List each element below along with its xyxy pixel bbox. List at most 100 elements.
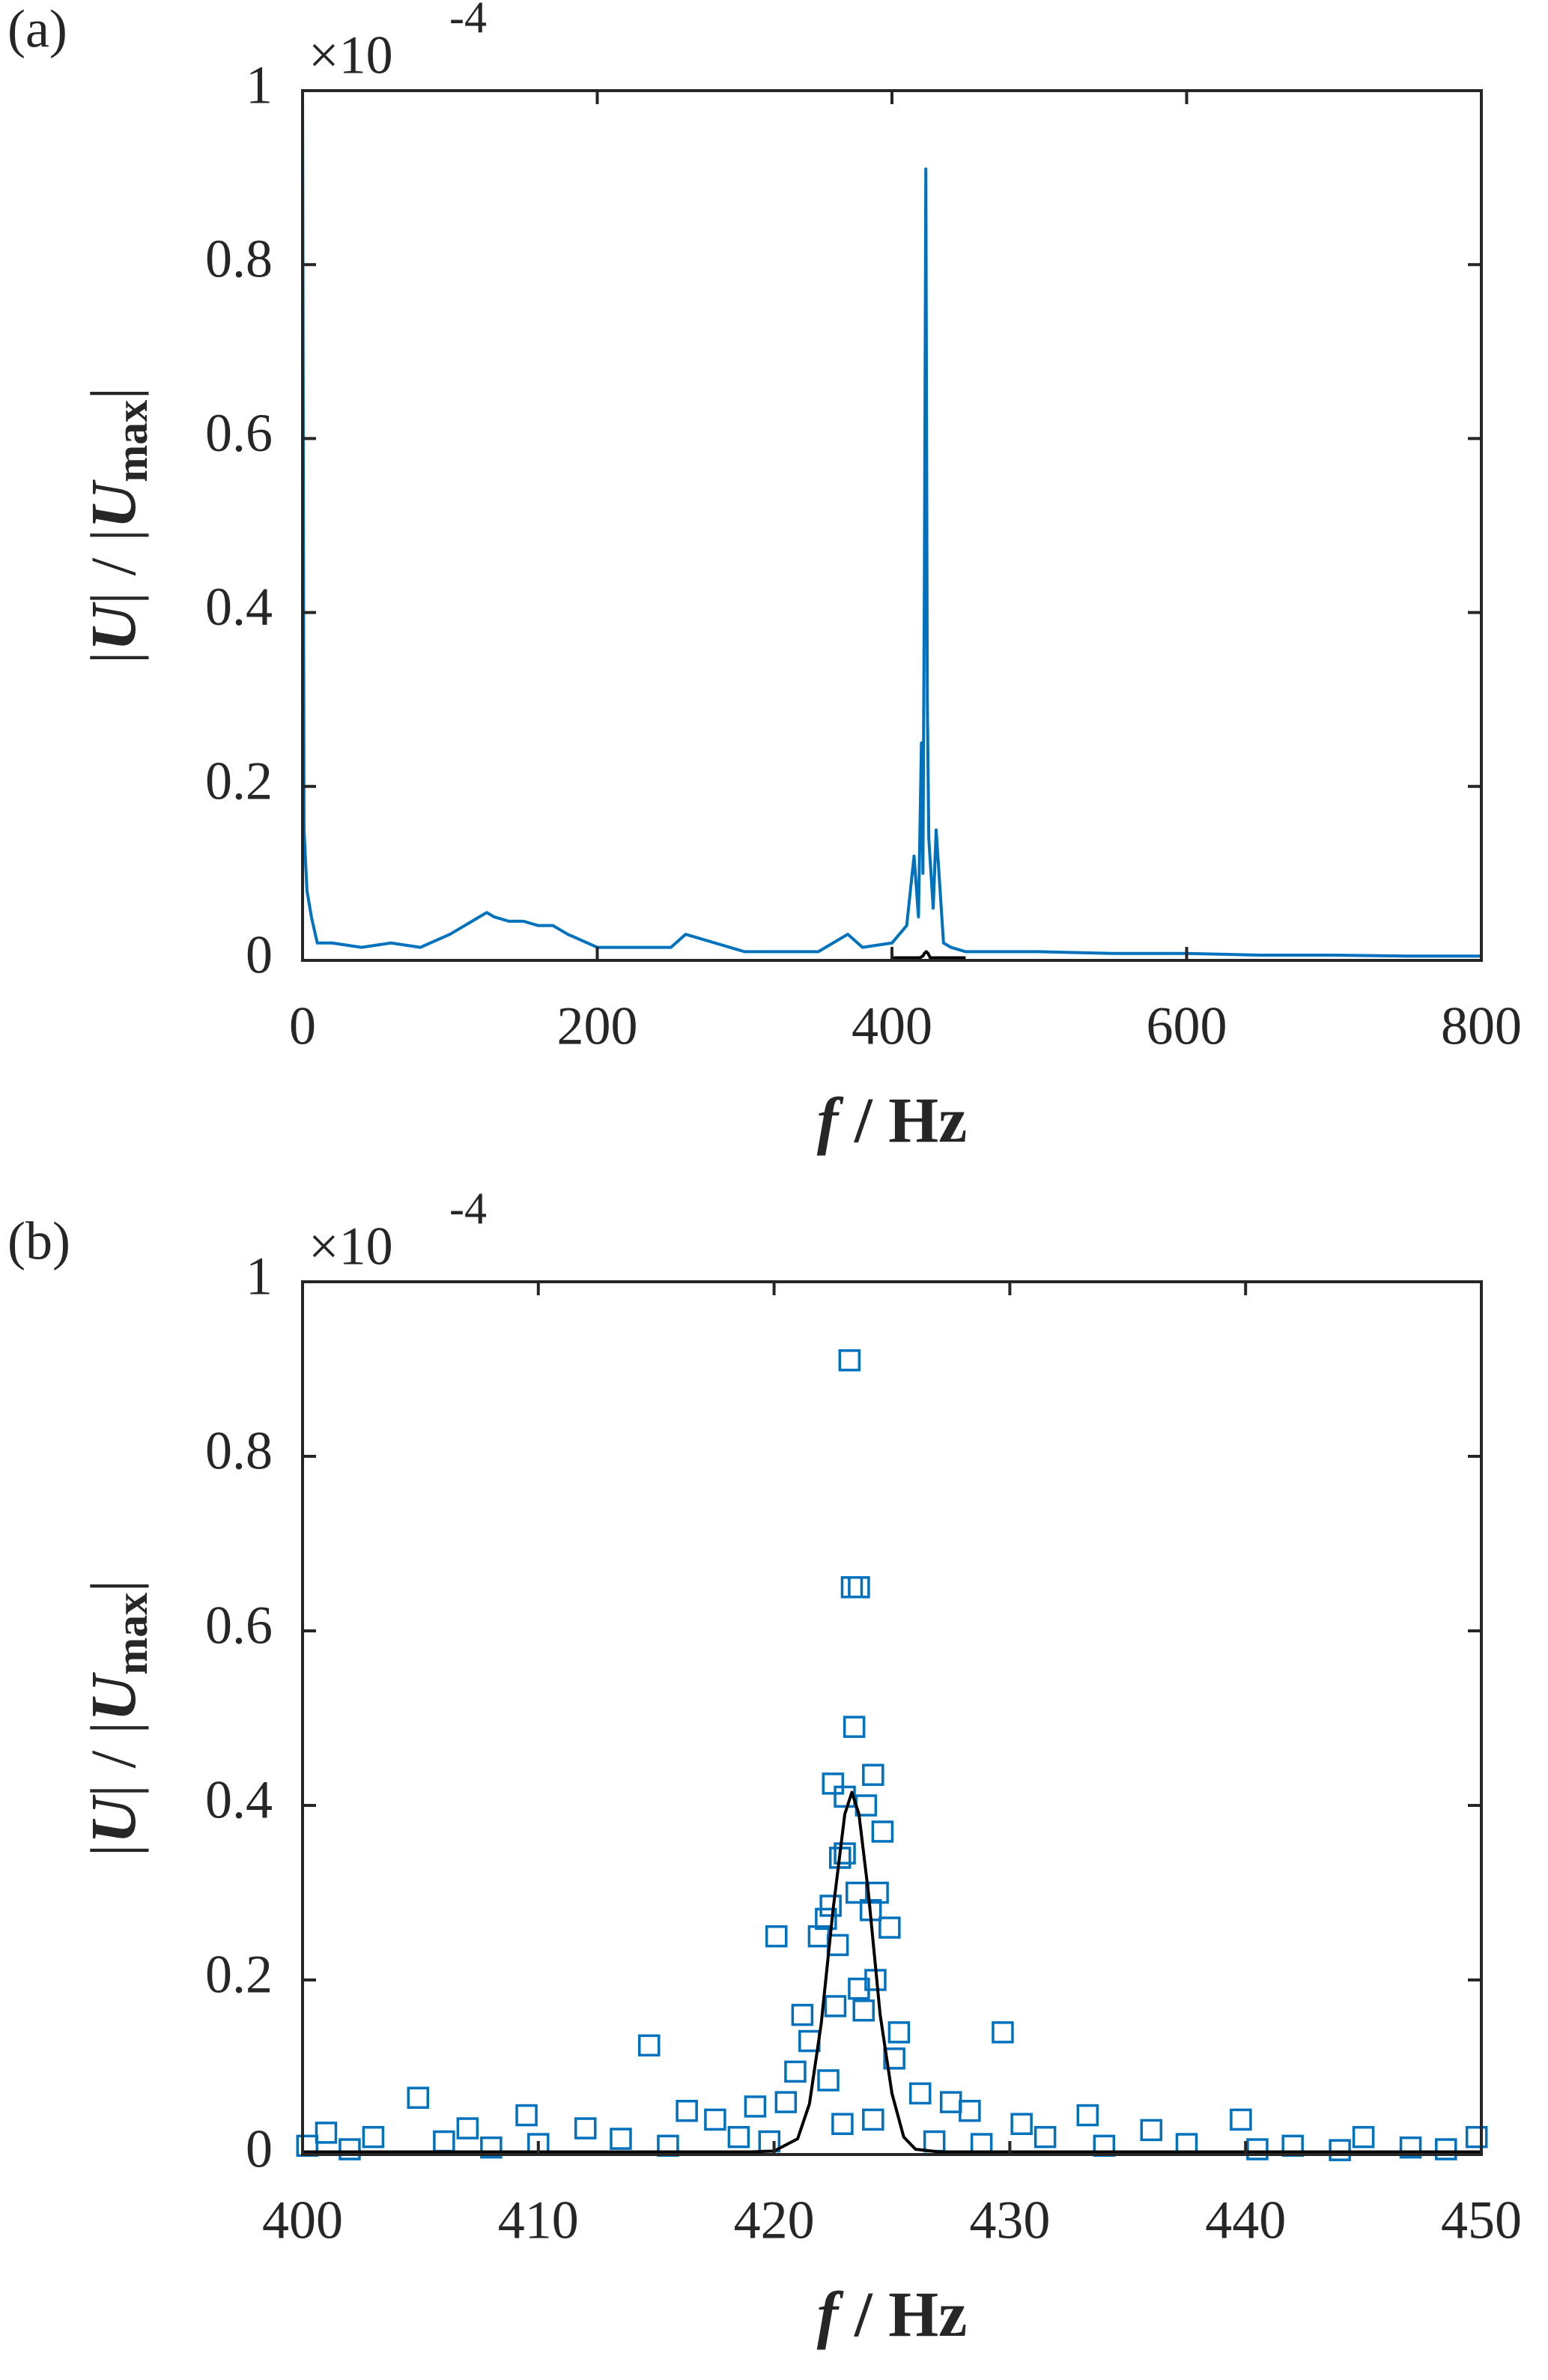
- data-point: [848, 1576, 870, 1599]
- data-point: [939, 2091, 962, 2113]
- panel-label: (b): [7, 1211, 70, 1271]
- data-point: [862, 1763, 884, 1786]
- data-point: [407, 2086, 430, 2110]
- series-line: [303, 90, 1481, 958]
- data-point: [574, 2117, 597, 2140]
- data-point: [1140, 2119, 1163, 2142]
- x-tick-label: 200: [557, 996, 638, 1056]
- data-point: [1435, 2138, 1457, 2161]
- data-point: [339, 2138, 361, 2161]
- y-label-part: |: [77, 1580, 149, 1593]
- y-label-part: U: [77, 479, 149, 529]
- data-point: [959, 2100, 981, 2122]
- panel-label: (a): [7, 0, 67, 59]
- data-point: [315, 2122, 338, 2144]
- data-point: [774, 2091, 798, 2113]
- x-tick-label: 0: [289, 996, 316, 1056]
- data-point: [676, 2100, 698, 2122]
- y-tick-label: 0: [246, 2119, 273, 2179]
- series-line: [892, 950, 966, 960]
- data-point: [883, 2047, 905, 2070]
- data-point: [1010, 2113, 1033, 2135]
- data-point: [1246, 2138, 1269, 2161]
- y-tick-label: 0.2: [205, 1945, 273, 2005]
- y-multiplier: ×10: [309, 25, 393, 85]
- data-point: [1399, 2136, 1422, 2159]
- x-label-part: / Hz: [838, 2278, 967, 2350]
- y-label-part: |: [77, 387, 149, 400]
- data-point: [515, 2104, 538, 2127]
- data-point: [992, 2021, 1014, 2044]
- data-point: [834, 1842, 856, 1865]
- x-tick-label: 800: [1441, 996, 1522, 1056]
- x-axis-label: f / Hz: [817, 1084, 968, 1156]
- y-tick-label: 1: [246, 55, 273, 115]
- data-point: [822, 1772, 845, 1795]
- data-point: [784, 2060, 807, 2083]
- axes-box: [301, 89, 1483, 962]
- data-point: [765, 1925, 788, 1948]
- data-point: [744, 2095, 767, 2118]
- data-point: [610, 2128, 632, 2150]
- x-tick-label: 430: [969, 2190, 1050, 2250]
- y-tick-label: 0.6: [205, 1596, 273, 1656]
- y-label-part: U: [77, 1672, 149, 1722]
- y-axis-label: |U| / |Umax|: [77, 1580, 157, 1857]
- x-tick-label: 400: [262, 2190, 343, 2250]
- y-tick-label: 0.4: [205, 1770, 273, 1830]
- y-multiplier: ×10: [309, 1217, 393, 1277]
- panel: (b) 400 410 420 430 440 450 0 0.2 0.4 0.6 0.8 1 ×10 -4…: [7, 1184, 1522, 2350]
- data-point: [1076, 2104, 1099, 2127]
- axes-box: [301, 1280, 1483, 2156]
- data-point: [817, 2069, 840, 2092]
- data-point: [433, 2130, 455, 2153]
- data-point: [871, 1820, 894, 1843]
- y-label-part: |: [77, 1844, 149, 1856]
- data-point: [704, 2108, 726, 2131]
- y-label-part: max: [107, 400, 157, 482]
- x-axis-label: f / Hz: [817, 2278, 968, 2350]
- data-point: [791, 2003, 814, 2026]
- y-tick-label: 0.8: [205, 229, 273, 289]
- x-tick-label: 410: [498, 2190, 579, 2250]
- y-tick-label: 1: [246, 1247, 273, 1306]
- data-point: [1352, 2125, 1375, 2149]
- data-point: [846, 1881, 868, 1904]
- y-exponent: -4: [449, 0, 487, 42]
- x-tick-label: 600: [1147, 996, 1227, 1056]
- data-point: [923, 2130, 946, 2153]
- y-tick-label: 0.6: [205, 403, 273, 463]
- y-label-part: max: [107, 1593, 157, 1675]
- data-point: [824, 1995, 847, 2017]
- data-point: [848, 1977, 870, 2000]
- data-point: [819, 1895, 842, 1917]
- data-point: [831, 2113, 854, 2135]
- data-point: [887, 2021, 911, 2044]
- data-point: [456, 2117, 479, 2140]
- y-exponent: -4: [449, 1184, 487, 1233]
- data-point: [727, 2125, 750, 2149]
- data-point: [815, 1907, 837, 1931]
- data-point: [362, 2125, 385, 2149]
- series-line: [303, 1790, 1481, 2154]
- data-point: [840, 1576, 863, 1599]
- data-point: [1033, 2125, 1057, 2149]
- data-point: [638, 2034, 661, 2057]
- data-point: [1329, 2139, 1351, 2161]
- y-label-part: |: [77, 651, 149, 664]
- data-point: [852, 1999, 875, 2022]
- y-label-part: U: [77, 1794, 149, 1844]
- data-point: [878, 1916, 901, 1939]
- y-label-part: U: [77, 602, 149, 651]
- x-label-part: / Hz: [838, 1084, 967, 1156]
- y-axis-label: |U| / |Umax|: [77, 387, 157, 664]
- data-point: [909, 2082, 932, 2105]
- data-point: [758, 2130, 781, 2153]
- x-tick-label: 440: [1205, 2190, 1286, 2250]
- data-point: [838, 1349, 861, 1372]
- data-point: [1230, 2108, 1252, 2131]
- x-tick-label: 400: [852, 996, 932, 1056]
- data-point: [480, 2136, 503, 2159]
